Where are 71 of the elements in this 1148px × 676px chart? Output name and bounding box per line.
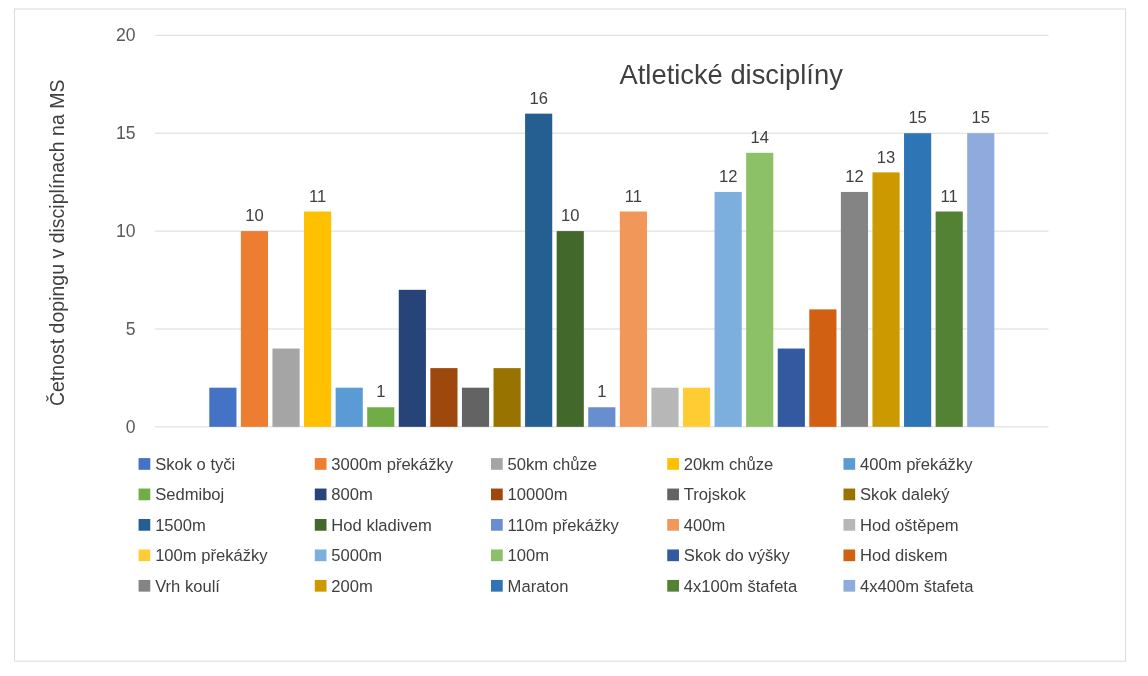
bar <box>967 133 995 427</box>
legend-label: Vrh koulí <box>155 576 221 596</box>
legend-label: Sedmiboj <box>155 485 225 505</box>
legend-label: 1500m <box>155 515 206 535</box>
legend-label: Hod oštěpem <box>860 515 959 535</box>
legend-label: Skok daleký <box>860 485 951 505</box>
bar <box>304 211 332 427</box>
bar <box>367 407 395 427</box>
data-label: 1 <box>376 382 386 402</box>
bar <box>935 211 963 427</box>
bar <box>746 152 774 427</box>
data-label: 11 <box>624 186 643 206</box>
bar <box>493 368 521 427</box>
y-tick-label: 0 <box>125 416 136 437</box>
legend-label: 4x100m štafeta <box>683 576 798 596</box>
data-label: 10 <box>561 206 580 226</box>
legend-label: 3000m překážky <box>331 454 454 474</box>
legend-label: Skok o tyči <box>155 454 236 474</box>
y-axis-title: Četnost dopingu v disciplínach na MS <box>46 79 69 407</box>
bar <box>651 387 679 427</box>
bar <box>461 387 490 427</box>
legend-label: Hod kladivem <box>331 515 432 535</box>
bar <box>398 289 426 427</box>
bar <box>272 348 300 427</box>
legend-label: 4x400m štafeta <box>860 576 975 596</box>
legend-label: 400m <box>683 515 726 535</box>
bar <box>809 309 837 427</box>
data-label: 11 <box>309 186 327 206</box>
legend-label: 100m překážky <box>155 546 269 566</box>
data-label: 15 <box>908 108 927 128</box>
y-tick-label: 15 <box>116 123 136 144</box>
y-tick-label: 5 <box>125 318 136 339</box>
data-label: 1 <box>597 382 607 402</box>
data-label: 16 <box>529 88 548 108</box>
bar <box>840 191 869 427</box>
legend-label: 400m překážky <box>860 454 974 474</box>
legend-label: Maraton <box>507 576 569 596</box>
data-label: 14 <box>750 128 769 148</box>
data-label: 15 <box>971 108 990 128</box>
legend-label: 5000m <box>331 546 383 566</box>
bar <box>777 348 805 427</box>
legend-label: 10000m <box>507 485 568 505</box>
legend-label: 20km chůze <box>683 454 774 474</box>
bar <box>682 387 711 427</box>
text: Atletické disciplíny <box>619 59 844 91</box>
bar <box>588 407 616 427</box>
bar <box>240 231 269 427</box>
legend-label: Trojskok <box>683 485 747 505</box>
legend-label: 50km chůze <box>507 454 597 474</box>
legend-label: Hod diskem <box>860 546 948 566</box>
bar <box>904 133 932 427</box>
legend-label: 200m <box>331 576 373 596</box>
legend-label: 800m <box>331 485 373 505</box>
bar <box>872 172 900 427</box>
bar <box>430 368 458 427</box>
data-label: 12 <box>845 167 864 187</box>
y-tick-label: 10 <box>116 220 136 241</box>
bar <box>556 231 584 427</box>
bar <box>525 113 553 427</box>
bar <box>619 211 647 427</box>
data-label: 11 <box>940 186 958 206</box>
legend-label: 100m <box>507 546 550 566</box>
data-label: 10 <box>245 206 264 226</box>
y-tick-label: 20 <box>116 25 136 46</box>
bar <box>714 191 742 427</box>
legend-label: 110m překážky <box>507 515 620 535</box>
bar <box>335 387 363 427</box>
bar <box>209 387 237 427</box>
data-label: 13 <box>876 147 896 167</box>
data-label: 12 <box>718 167 738 187</box>
legend-label: Skok do výšky <box>683 546 791 566</box>
